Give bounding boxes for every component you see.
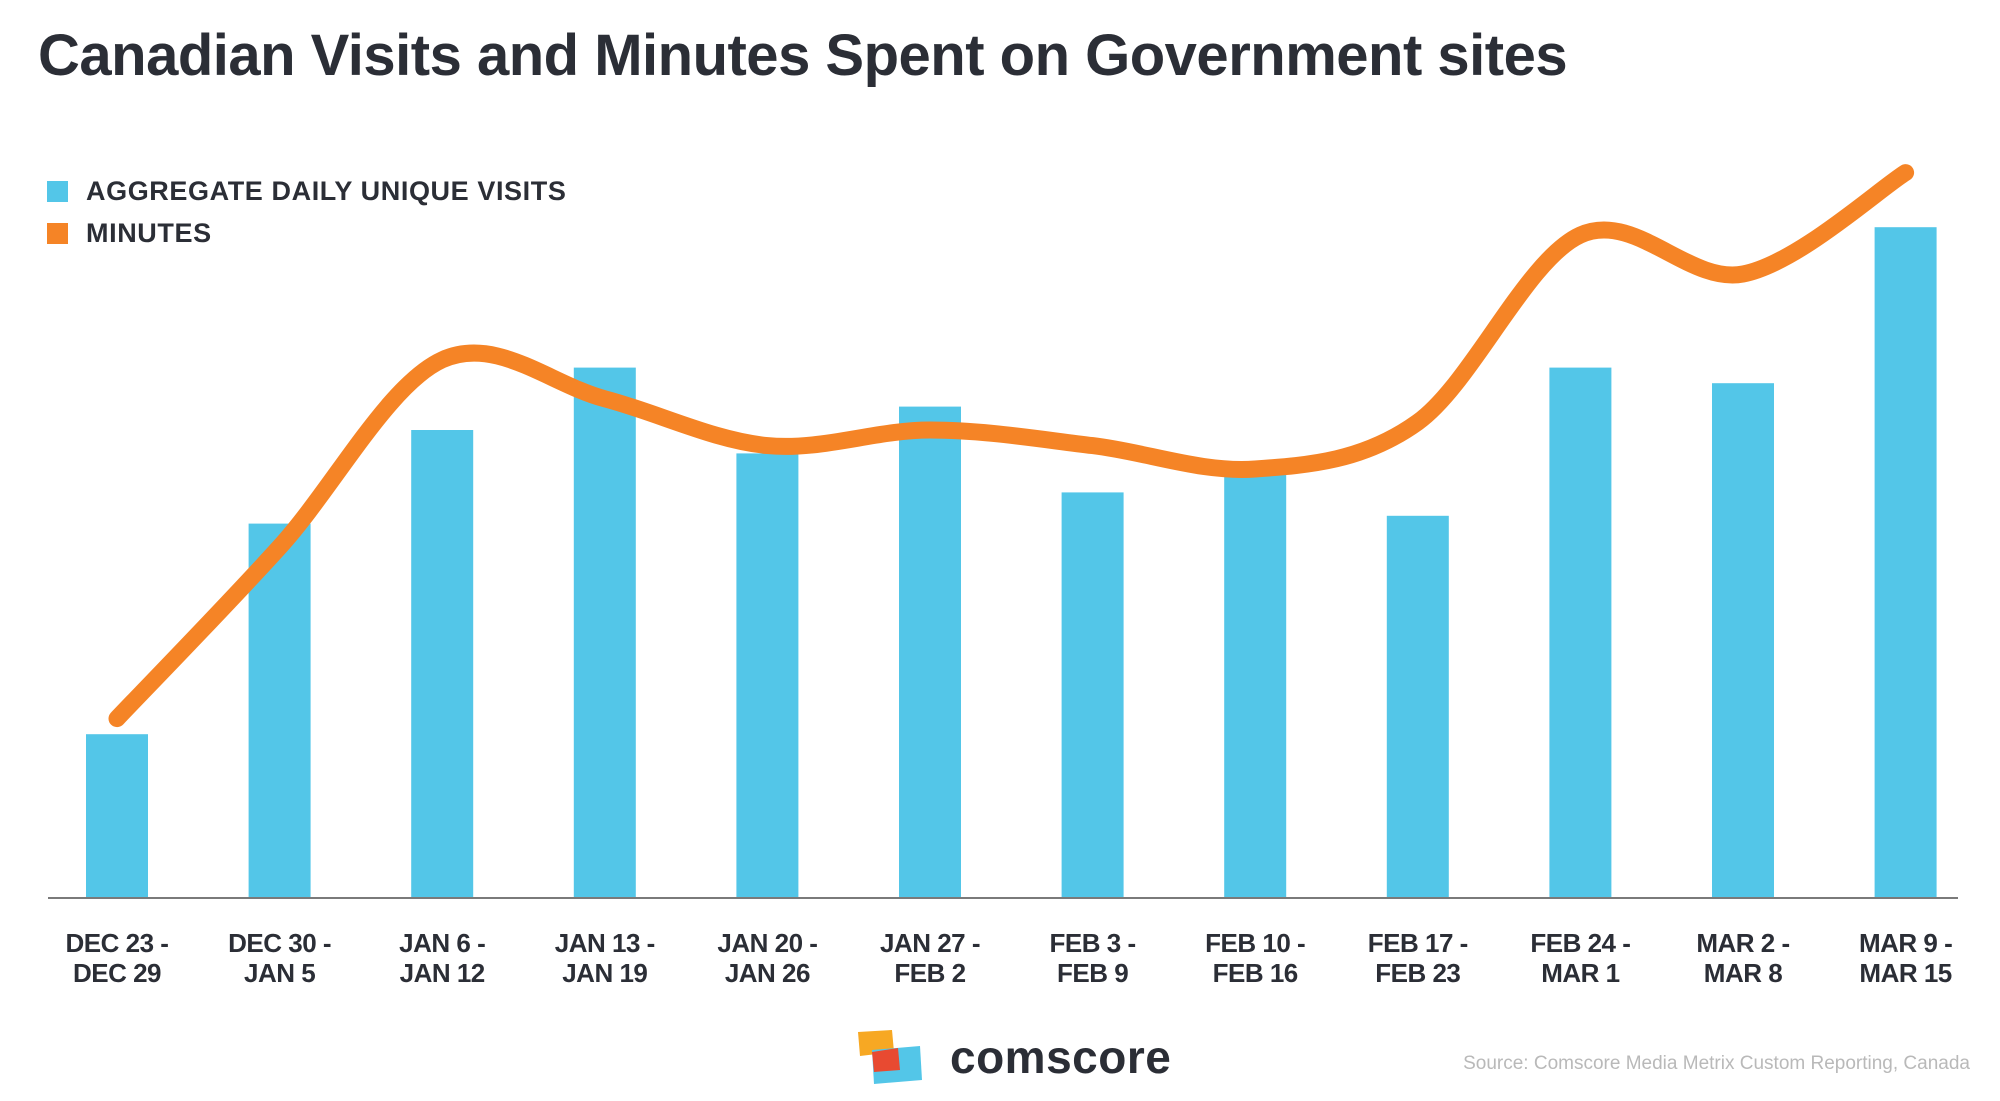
x-tick-label-12: MAR 9 -MAR 15 [1859, 928, 1952, 988]
x-tick-labels: DEC 23 -DEC 29 DEC 30 -JAN 5 JAN 6 -JAN 12… [66, 928, 1953, 988]
x-tick-label-line: DEC 23 - [66, 928, 169, 958]
x-tick-label-line: JAN 5 [244, 958, 315, 988]
bar-visits-10 [1549, 367, 1612, 899]
x-tick-label-10: FEB 24 -MAR 1 [1530, 928, 1630, 988]
legend-label-visits: AGGREGATE DAILY UNIQUE VISITS [86, 175, 567, 206]
x-tick-label-line: FEB 23 [1375, 958, 1460, 988]
chart-plot: DEC 23 -DEC 29 DEC 30 -JAN 5 JAN 6 -JAN 12… [48, 164, 1958, 988]
legend-item-visits: AGGREGATE DAILY UNIQUE VISITS [47, 170, 566, 212]
x-tick-label-2: DEC 30 -JAN 5 [228, 928, 331, 988]
bar-visits-2 [248, 523, 311, 898]
x-tick-label-line: JAN 27 - [880, 928, 980, 958]
x-tick-label-line: JAN 20 - [717, 928, 817, 958]
x-tick-label-5: JAN 20 -JAN 26 [717, 928, 817, 988]
x-tick-label-line: JAN 26 [725, 958, 810, 988]
x-tick-label-3: JAN 6 -JAN 12 [399, 928, 485, 988]
source-note: Source: Comscore Media Metrix Custom Rep… [1463, 1053, 1970, 1074]
bar-visits-8 [1224, 461, 1287, 898]
x-tick-label-line: JAN 6 - [399, 928, 485, 958]
bar-visits-3 [411, 430, 474, 898]
x-tick-label-line: DEC 29 [73, 958, 161, 988]
bar-visits-7 [1061, 492, 1124, 898]
x-tick-label-8: FEB 10 -FEB 16 [1205, 928, 1305, 988]
legend-swatch-minutes [47, 222, 68, 244]
bar-visits-5 [736, 453, 799, 898]
x-tick-label-11: MAR 2 -MAR 8 [1696, 928, 1789, 988]
x-tick-label-line: MAR 9 - [1859, 928, 1952, 958]
bar-visits-6 [899, 406, 961, 898]
x-tick-label-line: JAN 12 [400, 958, 485, 988]
x-tick-label-1: DEC 23 -DEC 29 [66, 928, 169, 988]
x-tick-label-6: JAN 27 -FEB 2 [880, 928, 980, 988]
x-tick-label-7: FEB 3 -FEB 9 [1050, 928, 1136, 988]
x-tick-label-line: MAR 15 [1859, 958, 1951, 988]
x-tick-label-line: FEB 17 - [1368, 928, 1468, 958]
comscore-logo-text: comscore [950, 1031, 1172, 1083]
x-tick-label-4: JAN 13 -JAN 19 [555, 928, 655, 988]
chart-title: Canadian Visits and Minutes Spent on Gov… [38, 23, 1568, 88]
legend-item-minutes: MINUTES [47, 212, 566, 254]
x-tick-label-line: JAN 13 - [555, 928, 655, 958]
x-tick-label-9: FEB 17 -FEB 23 [1368, 928, 1468, 988]
x-tick-label-line: JAN 19 [562, 958, 647, 988]
bar-visits-1 [86, 734, 148, 898]
x-tick-label-line: FEB 24 - [1530, 928, 1630, 958]
bar-visits-9 [1386, 515, 1449, 898]
x-tick-label-line: MAR 2 - [1696, 928, 1789, 958]
x-tick-label-line: FEB 10 - [1205, 928, 1305, 958]
x-tick-label-line: FEB 16 [1213, 958, 1298, 988]
x-tick-label-line: MAR 8 [1704, 958, 1782, 988]
legend-label-minutes: MINUTES [86, 217, 212, 248]
bars-layer [86, 227, 1937, 899]
x-tick-label-line: FEB 9 [1057, 958, 1128, 988]
minutes-series-line [108, 164, 1915, 728]
x-tick-label-line: DEC 30 - [228, 928, 331, 958]
bar-visits-4 [573, 367, 636, 899]
comscore-logo-mark-icon [858, 1030, 924, 1084]
bar-visits-11 [1712, 383, 1774, 898]
bar-visits-12 [1874, 227, 1937, 898]
legend-swatch-visits [47, 180, 68, 202]
x-tick-label-line: FEB 3 - [1050, 928, 1136, 958]
x-tick-label-line: MAR 1 [1541, 958, 1619, 988]
comscore-logo: comscore [858, 1030, 1171, 1084]
x-tick-label-line: FEB 2 [894, 958, 965, 988]
legend: AGGREGATE DAILY UNIQUE VISITS MINUTES [47, 170, 566, 254]
